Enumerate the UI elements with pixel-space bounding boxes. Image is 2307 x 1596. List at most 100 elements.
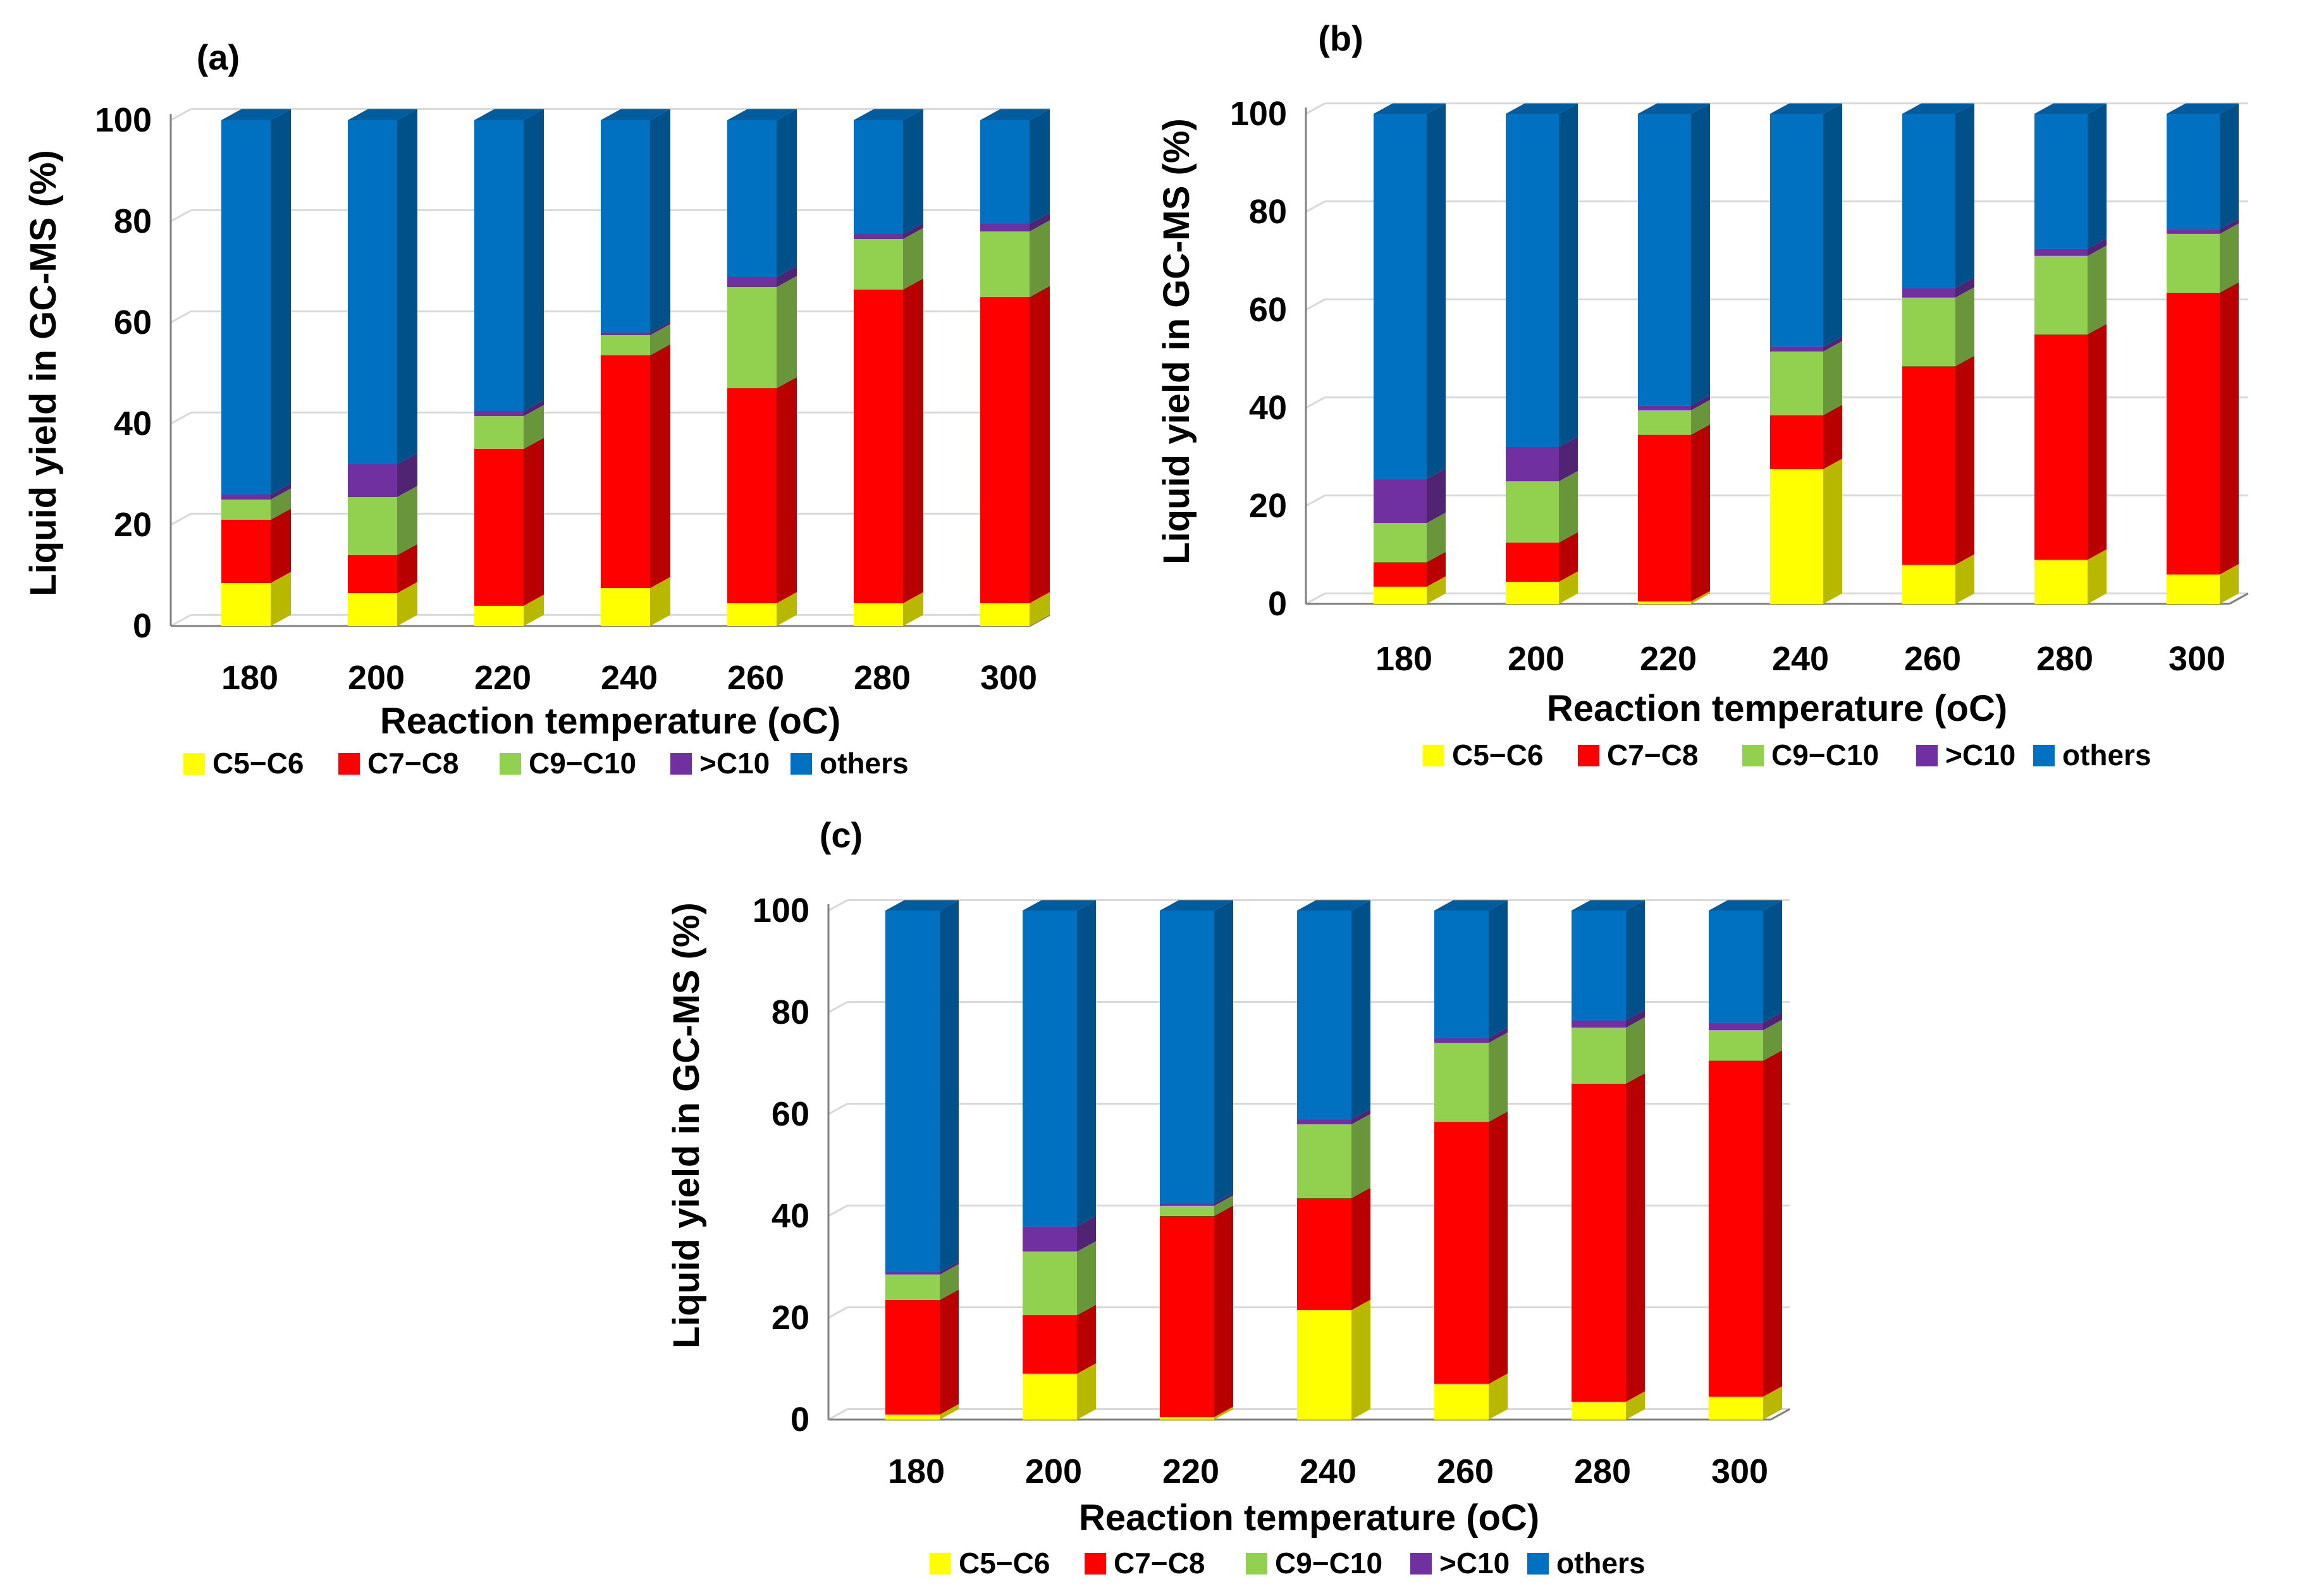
bar-segment	[1023, 1363, 1096, 1420]
gridline-side	[170, 513, 192, 526]
bar-front	[854, 120, 903, 234]
bar-side	[2088, 103, 2107, 249]
bar-front	[1572, 1401, 1626, 1420]
bar-segment	[1160, 1195, 1233, 1216]
bar-side	[2088, 324, 2107, 560]
bar-front	[2167, 229, 2220, 234]
bar-side	[650, 577, 670, 626]
bar-segment	[2167, 223, 2239, 293]
panel-label: (a)	[197, 37, 240, 77]
bar-segment	[1770, 405, 1842, 469]
bar-front	[1434, 1122, 1489, 1384]
bar-side	[1351, 1108, 1370, 1125]
gridline-side	[828, 1001, 848, 1014]
bar-side	[1030, 592, 1050, 626]
bar-front	[1023, 1373, 1077, 1420]
bar-segment	[2167, 103, 2239, 230]
x-tick-label: 200	[1025, 1452, 1082, 1490]
legend-swatch	[1410, 1553, 1432, 1575]
legend-label: C5−C6	[1452, 739, 1543, 771]
bar-top	[2034, 103, 2107, 114]
bar-front	[980, 603, 1030, 626]
bar-side	[397, 109, 417, 464]
bar-side	[397, 453, 417, 497]
bar-segment	[885, 1264, 959, 1300]
bar-segment	[348, 544, 417, 593]
bar-front	[885, 1299, 940, 1415]
legend-label: >C10	[1439, 1547, 1510, 1580]
x-tick-label: 220	[1640, 640, 1697, 678]
bar-front	[885, 911, 940, 1272]
bar-front	[2167, 292, 2220, 575]
bar-front	[1770, 415, 1823, 469]
gridline-side	[828, 1306, 848, 1319]
bar-front	[885, 1414, 940, 1420]
bar-segment	[1902, 287, 1974, 367]
bar-front	[2034, 560, 2088, 604]
bar-front	[474, 449, 524, 606]
bar-segment	[348, 582, 417, 626]
bar-segment	[1770, 458, 1842, 604]
bar-segment	[885, 900, 959, 1272]
panel-b: 0 20 40 60 80 100 180 200 220 240 260 280 300 (b) Reac…	[1156, 18, 2249, 771]
legend-swatch	[500, 753, 521, 775]
bar-front	[2034, 334, 2088, 560]
bar-side	[650, 344, 670, 588]
bar-side	[1955, 554, 1974, 604]
panel-label: (b)	[1318, 18, 1363, 58]
bar-side	[1427, 576, 1446, 604]
bar-segment	[1374, 551, 1446, 587]
bar-side	[1763, 1050, 1782, 1397]
bar-front	[1638, 601, 1691, 604]
bar-segment	[221, 488, 291, 520]
bar-side	[2220, 282, 2239, 575]
panel-a: 0 20 40 60 80 100 180 200 220 240 260 280 300 (a) Reac…	[23, 37, 1050, 780]
bar-side	[1214, 1195, 1233, 1216]
bar-side	[1691, 395, 1710, 410]
gridline-side	[170, 310, 192, 324]
bar-segment	[1770, 336, 1842, 352]
bar-segment	[474, 400, 544, 416]
bar-front	[1374, 479, 1427, 524]
bar-side	[1351, 1114, 1370, 1198]
bar-segment	[1902, 103, 1974, 288]
bar-front	[474, 120, 524, 411]
bar-side	[650, 321, 670, 335]
gridline-side	[1305, 102, 1326, 115]
bar-front	[727, 287, 777, 388]
bar-top	[601, 109, 670, 120]
legend-swatch	[791, 753, 812, 775]
gridline-side	[170, 614, 192, 627]
bar-side	[1077, 1241, 1096, 1315]
bar-side	[1351, 1188, 1370, 1310]
bar-segment	[1506, 532, 1578, 582]
y-axis-title: Liquid yield in GC-MS (%)	[666, 902, 707, 1349]
bar-top	[1572, 900, 1645, 911]
bar-segment	[221, 508, 291, 583]
bar-front	[474, 416, 524, 449]
bar-front	[854, 239, 903, 290]
gridline-side	[170, 412, 192, 425]
bar-side	[1559, 470, 1578, 543]
bar-side	[1214, 1193, 1233, 1206]
x-tick-label: 220	[474, 659, 531, 697]
y-tick-label: 0	[1268, 585, 1287, 623]
bar-segment	[980, 286, 1050, 603]
bar-side	[397, 544, 417, 593]
bar-top	[1506, 103, 1578, 114]
bar-side	[1691, 400, 1710, 435]
y-axis-title: Liquid yield in GC-MS (%)	[1156, 118, 1197, 565]
bar-segment	[980, 109, 1050, 224]
legend-label: C9−C10	[1275, 1547, 1382, 1580]
bar-segment	[601, 321, 670, 335]
bar-front	[2167, 114, 2220, 230]
bar-side	[524, 109, 544, 411]
legend: C5−C6 C7−C8 C9−C10 >C10 others	[183, 747, 909, 780]
bar-front	[2034, 255, 2088, 335]
x-tick-label: 180	[1375, 640, 1432, 678]
legend-swatch	[2033, 745, 2055, 766]
legend-swatch	[1527, 1553, 1549, 1575]
bar-side	[1427, 512, 1446, 563]
bar-segment	[1638, 400, 1710, 435]
bar-front	[1160, 911, 1214, 1203]
